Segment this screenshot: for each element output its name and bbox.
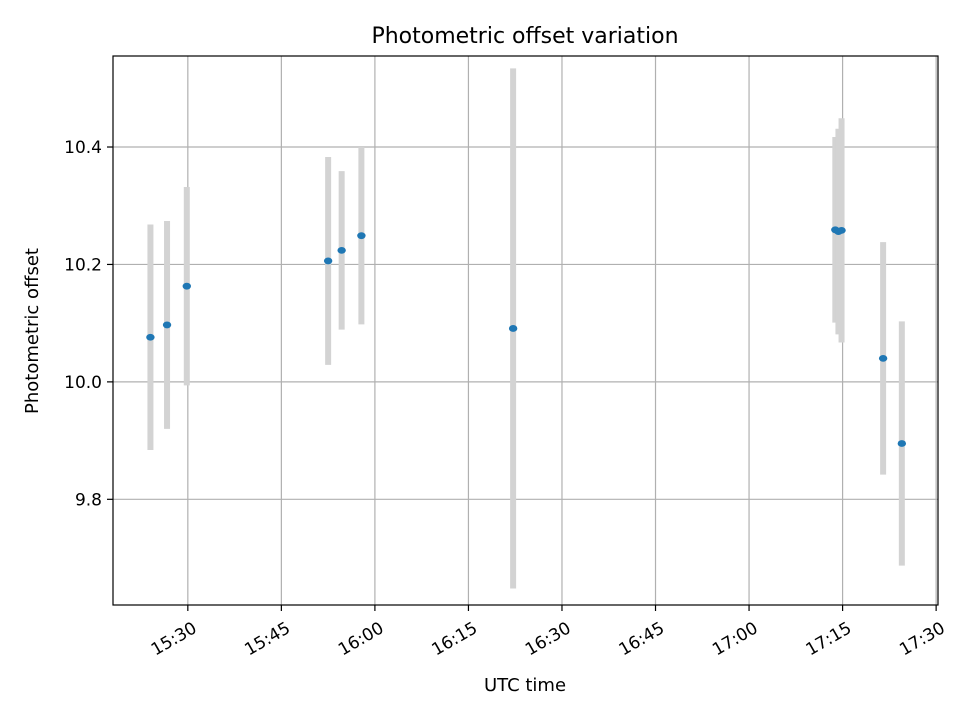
y-axis-ticks: 9.8 10.0 10.2 10.4: [64, 138, 113, 510]
x-axis-label: UTC time: [484, 675, 566, 696]
data-point: [323, 257, 333, 265]
y-tick-label: 10.0: [64, 373, 102, 393]
data-point: [162, 321, 172, 329]
plot-frame: [112, 55, 939, 606]
y-tick-label: 10.2: [64, 255, 102, 275]
data-point: [182, 282, 191, 290]
data-points: [146, 226, 907, 447]
data-point: [146, 333, 155, 341]
y-axis-label: Photometric offset: [22, 248, 43, 414]
y-tick-label: 9.8: [75, 490, 102, 510]
data-point: [337, 246, 346, 254]
chart-title: Photometric offset variation: [371, 24, 678, 49]
data-point: [837, 226, 846, 234]
y-tick-label: 10.4: [64, 138, 102, 158]
data-point: [897, 440, 907, 447]
data-point: [357, 232, 366, 240]
data-point: [878, 354, 888, 362]
grid: [113, 56, 938, 605]
data-point: [508, 325, 518, 332]
